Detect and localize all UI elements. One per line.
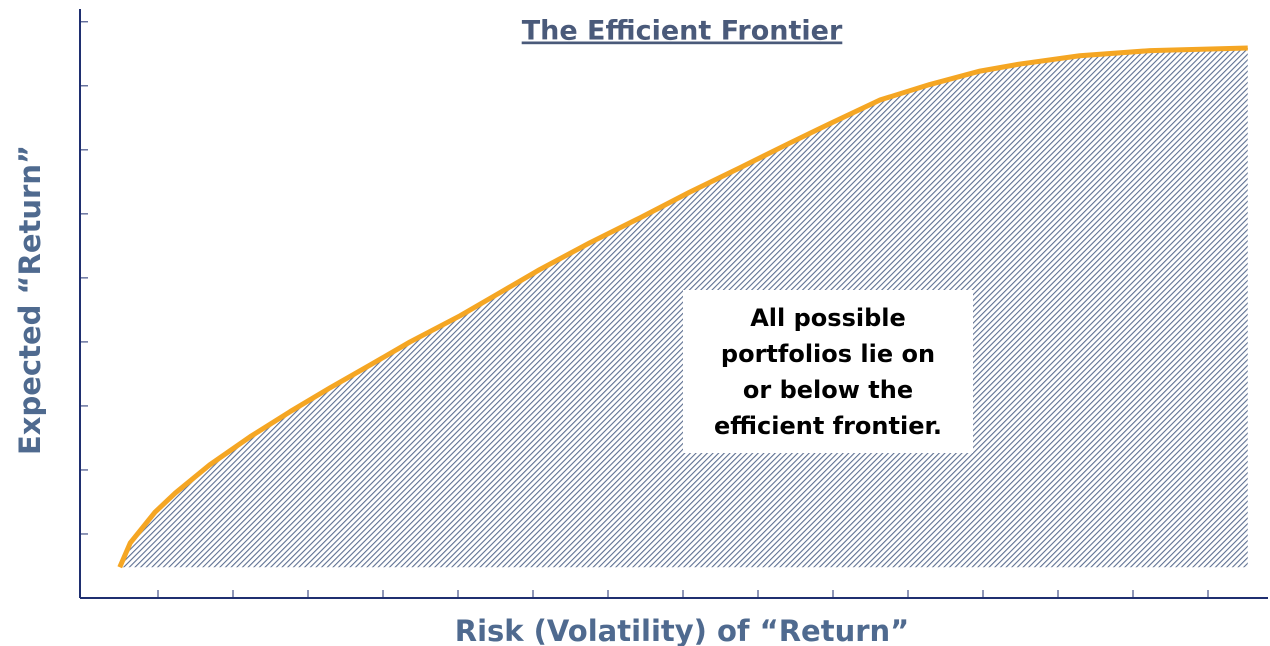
annotation-text: All possible xyxy=(750,304,906,332)
annotation-text: portfolios lie on xyxy=(721,340,935,368)
annotation-text: efficient frontier. xyxy=(714,412,942,440)
x-axis-label: Risk (Volatility) of “Return” xyxy=(455,614,909,646)
annotation-box xyxy=(683,290,973,453)
chart-title: The Efficient Frontier xyxy=(522,16,843,47)
frontier-line xyxy=(117,45,1248,569)
annotation: All possible portfolios lie on or below th… xyxy=(683,290,973,453)
y-axis-label: Expected “Return” xyxy=(13,145,47,455)
annotation-text: or below the xyxy=(743,376,913,404)
